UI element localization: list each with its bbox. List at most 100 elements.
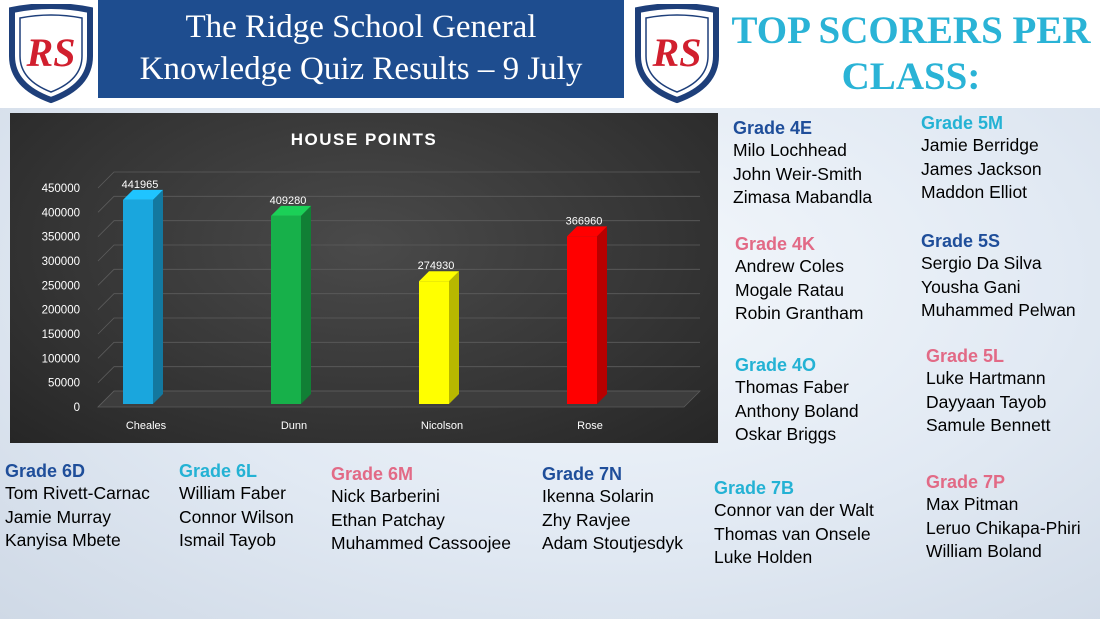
group-grade-6l: Grade 6L William Faber Connor Wilson Ismail… [179,460,294,553]
gridline [97,220,700,237]
student-name: Zimasa Mabandla [733,187,873,207]
student-name: Muhammed Pelwan [921,300,1076,320]
student-name: Luke Hartmann [926,368,1046,388]
bar [123,199,153,404]
student-name: Jamie Berridge [921,135,1039,155]
category-label: Dunn [281,420,307,432]
top-scorers-heading: TOP SCORERS PER CLASS: [722,8,1100,100]
student-name: Ismail Tayob [179,530,276,550]
gridline [97,341,700,359]
school-crest-left-icon: RS [9,4,93,104]
grade-heading: Grade 7B [714,478,795,498]
gridline [97,366,700,383]
grade-heading: Grade 7N [542,464,623,484]
student-name: John Weir-Smith [733,163,863,184]
house-points-chart: HOUSE POINTS 0 50000 100000 150000 200000 2500… [10,113,718,443]
bar-top [419,271,459,282]
grade-heading: Grade 6D [5,461,86,481]
bar [271,215,301,404]
bar-side [153,189,163,404]
grade-heading: Grade 6M [331,464,414,484]
student-name: Leruo Chikapa-Phiri [926,517,1081,538]
bar-side [597,226,607,404]
student-name: Robin Grantham [735,303,864,323]
data-label: 274930 [418,260,455,272]
top-scorers-line-2: CLASS: [841,55,981,98]
bar-side [449,271,459,404]
data-label: 441965 [122,179,159,191]
student-name: Connor Wilson [179,506,294,527]
category-label: Cheales [126,420,167,432]
bar-top [567,226,607,237]
student-name: Ethan Patchay [331,509,445,530]
student-name: William Boland [926,541,1042,561]
student-name: Samule Bennett [926,415,1051,435]
student-name: Max Pitman [926,494,1019,514]
group-grade-7n: Grade 7N Ikenna Solarin Zhy Ravjee Adam Sto… [542,463,683,556]
grade-heading: Grade 4O [735,355,817,375]
gridline [97,244,700,262]
group-grade-7p: Grade 7P Max Pitman Leruo Chikapa-Phiri Wil… [926,471,1081,564]
y-tick-label: 250000 [42,280,80,292]
bar-side [301,205,311,404]
y-tick-label: 350000 [42,232,80,244]
data-label: 409280 [270,195,307,207]
grade-heading: Grade 4E [733,118,813,138]
student-name: Adam Stoutjesdyk [542,533,684,553]
grade-heading: Grade 5L [926,346,1005,366]
grade-heading: Grade 7P [926,472,1006,492]
student-name: Milo Lochhead [733,140,847,160]
gridline [97,195,700,213]
student-name: Jamie Murray [5,506,111,527]
student-name: Muhammed Cassoojee [331,533,511,553]
group-grade-6d: Grade 6D Tom Rivett-Carnac Jamie Murray Kan… [5,460,150,553]
gridline [97,317,700,335]
group-grade-5l: Grade 5L Luke Hartmann Dayyaan Tayob Samule… [926,345,1051,438]
bar-top [123,189,163,200]
student-name: Yousha Gani [921,276,1021,297]
category-label: Rose [577,420,603,432]
bar-top [271,205,311,216]
y-tick-label: 100000 [42,353,80,365]
grade-heading: Grade 5S [921,231,1001,251]
student-name: Thomas van Onsele [714,523,871,544]
chart-title: HOUSE POINTS [291,130,437,149]
student-name: Oskar Briggs [735,424,837,444]
student-name: Mogale Ratau [735,279,844,300]
top-scorers-line-1: TOP SCORERS PER [731,9,1091,52]
chart-floor [97,390,701,408]
group-grade-6m: Grade 6M Nick Barberini Ethan Patchay Muham… [331,463,511,556]
y-tick-label: 150000 [42,329,80,341]
crest-initials-right: RS [652,30,702,75]
student-name: Andrew Coles [735,256,844,276]
student-name: Sergio Da Silva [921,253,1042,273]
crest-initials-left: RS [26,30,76,75]
group-grade-4e: Grade 4E Milo Lochhead John Weir-Smith Zima… [733,117,872,210]
grade-heading: Grade 4K [735,234,816,254]
student-name: Anthony Boland [735,400,859,421]
student-name: Nick Barberini [331,486,440,506]
group-grade-5m: Grade 5M Jamie Berridge James Jackson Maddo… [921,112,1042,205]
y-tick-label: 450000 [42,183,80,195]
y-tick-label: 0 [74,402,80,414]
group-grade-4k: Grade 4K Andrew Coles Mogale Ratau Robin Gr… [735,233,863,326]
category-label: Nicolson [421,420,463,432]
student-name: William Faber [179,483,286,503]
school-crest-right-icon: RS [635,4,719,104]
group-grade-7b: Grade 7B Connor van der Walt Thomas van On… [714,477,874,570]
student-name: Kanyisa Mbete [5,530,121,550]
student-name: Zhy Ravjee [542,509,631,530]
data-label: 366960 [566,215,603,227]
bar [567,236,597,404]
student-name: Thomas Faber [735,377,849,397]
student-name: Dayyaan Tayob [926,391,1047,412]
student-name: Tom Rivett-Carnac [5,483,150,503]
student-name: James Jackson [921,158,1042,179]
gridline [97,390,700,408]
student-name: Ikenna Solarin [542,486,654,506]
gridline [97,268,700,286]
title-line-2: Knowledge Quiz Results – 9 July [139,51,583,87]
y-tick-label: 200000 [42,305,80,317]
y-tick-label: 300000 [42,256,80,268]
gridline [97,293,700,310]
